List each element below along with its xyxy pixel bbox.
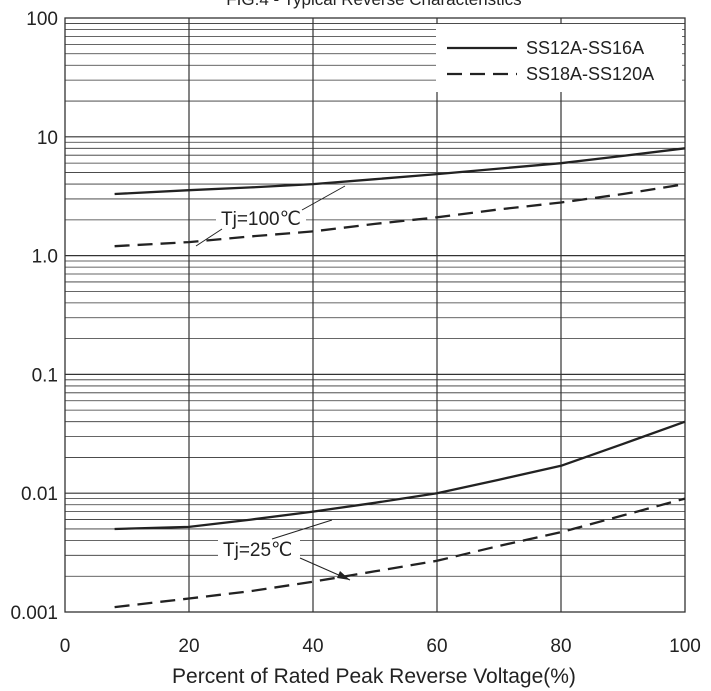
legend: SS12A-SS16A SS18A-SS120A bbox=[436, 24, 682, 92]
series-line-4 bbox=[114, 497, 686, 609]
leader-line bbox=[301, 185, 346, 211]
y-tick-label: 0.001 bbox=[10, 603, 58, 624]
series-line-2 bbox=[114, 182, 686, 248]
x-tick-label: 40 bbox=[302, 636, 323, 657]
x-tick-labels: 0 20 40 60 80 100 bbox=[60, 636, 701, 657]
y-tick-label: 100 bbox=[26, 9, 58, 30]
x-tick-label: 60 bbox=[426, 636, 447, 657]
series-line-3 bbox=[114, 420, 686, 531]
y-tick-labels: 100 10 1.0 0.1 0.01 0.001 bbox=[10, 9, 58, 624]
y-tick-label: 0.1 bbox=[32, 365, 58, 386]
plot-frame bbox=[64, 17, 686, 613]
legend-label-1: SS12A-SS16A bbox=[526, 38, 644, 58]
chart-title: FIG.4 - Typical Reverse Characteristics bbox=[226, 0, 521, 9]
y-tick-label: 10 bbox=[37, 128, 58, 149]
legend-box bbox=[436, 24, 682, 92]
legend-label-2: SS18A-SS120A bbox=[526, 64, 654, 84]
x-tick-label: 0 bbox=[60, 636, 71, 657]
arrow-head bbox=[337, 571, 350, 580]
annotation-bg bbox=[216, 206, 306, 230]
annotation-tj100: Tj=100℃ bbox=[221, 209, 301, 230]
leader-line bbox=[271, 519, 333, 540]
annotation-bg bbox=[218, 537, 300, 561]
y-tick-label: 0.01 bbox=[21, 484, 58, 505]
x-tick-label: 80 bbox=[550, 636, 571, 657]
x-tick-label: 20 bbox=[178, 636, 199, 657]
x-tick-label: 100 bbox=[669, 636, 701, 657]
annotation-tj25: Tj=25℃ bbox=[223, 540, 292, 561]
x-axis-title: Percent of Rated Peak Reverse Voltage(%) bbox=[172, 665, 576, 688]
annotations: Tj=100℃ Tj=25℃ bbox=[195, 185, 351, 581]
series-line-1 bbox=[114, 147, 686, 196]
grid-lines bbox=[64, 17, 686, 613]
y-tick-label: 1.0 bbox=[32, 247, 58, 268]
leader-line bbox=[195, 228, 223, 247]
data-series bbox=[114, 147, 686, 609]
